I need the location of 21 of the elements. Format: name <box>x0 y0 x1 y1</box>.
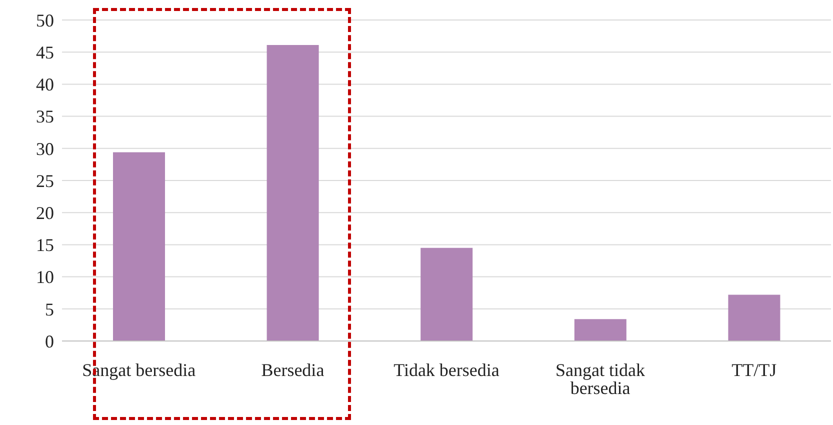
bar <box>113 152 165 341</box>
y-tick-label: 45 <box>36 42 54 62</box>
bar <box>266 45 319 341</box>
y-tick-label: 50 <box>36 10 54 30</box>
y-tick-label: 5 <box>45 299 54 320</box>
y-tick-label: 30 <box>36 138 54 159</box>
y-tick-label: 35 <box>36 106 54 127</box>
bar <box>574 319 626 341</box>
y-tick-label: 0 <box>45 331 54 352</box>
y-tick-label: 25 <box>36 170 54 191</box>
x-tick-label: Tidak bersedia <box>394 360 500 380</box>
y-tick-label: 40 <box>36 74 54 95</box>
y-tick-label: 20 <box>36 202 54 223</box>
y-tick-label: 10 <box>36 267 54 288</box>
x-tick-label: Sangat bersedia <box>82 360 196 380</box>
x-tick-label: Bersedia <box>261 360 324 380</box>
bar <box>728 294 780 341</box>
x-tick-label: TT/TJ <box>732 360 777 380</box>
bar <box>420 248 473 341</box>
y-tick-label: 15 <box>36 235 54 256</box>
x-tick-label: Sangat tidak bersedia <box>556 360 646 398</box>
